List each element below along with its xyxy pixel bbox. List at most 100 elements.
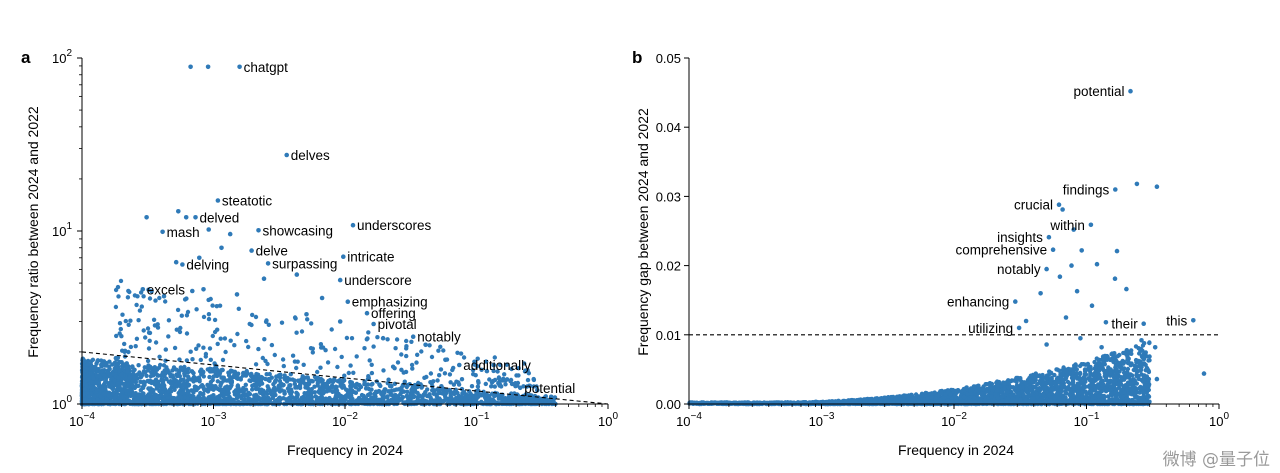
panel-a-cloud-point bbox=[269, 342, 275, 348]
panel-a-cloud-point bbox=[382, 387, 387, 392]
panel-a-point bbox=[227, 231, 233, 237]
panel-a-cloud-point bbox=[253, 362, 259, 367]
panel-a-cloud-point bbox=[329, 385, 334, 390]
panel-a-cloud-point bbox=[143, 370, 148, 375]
panel-a-cloud-point bbox=[288, 383, 293, 388]
panel-b-cloud-point bbox=[1085, 361, 1091, 367]
panel-a-cloud-point bbox=[102, 373, 107, 378]
panel-a-cloud-point bbox=[206, 316, 212, 322]
panel-a-cloud-point bbox=[347, 401, 352, 406]
panel-b-cloud-point bbox=[983, 382, 988, 387]
panel-a-word-label: intricate bbox=[347, 250, 394, 265]
panel-a-y-tick-label: 101 bbox=[52, 221, 72, 239]
panel-a-cloud-point bbox=[146, 386, 151, 391]
panel-a-cloud-point bbox=[235, 331, 240, 337]
panel-a-cloud-point bbox=[348, 379, 353, 385]
panel-a-cloud-point bbox=[130, 383, 135, 388]
panel-a-cloud-point bbox=[152, 394, 157, 399]
panel-a-cloud-point bbox=[385, 337, 390, 342]
panel-a-cloud-point bbox=[116, 375, 121, 381]
panel-a-cloud-point bbox=[282, 377, 288, 382]
panel-a-cloud-point bbox=[110, 386, 115, 391]
panel-a-cloud-point bbox=[305, 317, 310, 322]
panel-a-cloud-point bbox=[139, 304, 144, 309]
panel-a-labeled-point bbox=[237, 64, 242, 70]
panel-a-cloud-point bbox=[401, 370, 406, 375]
panel-a-cloud-point bbox=[136, 363, 141, 368]
panel-a-cloud-point bbox=[158, 393, 163, 398]
panel-a-cloud-point bbox=[107, 359, 112, 364]
panel-a-cloud-point bbox=[247, 378, 252, 383]
panel-a-cloud-point bbox=[198, 357, 203, 363]
panel-a-x-tick-exponent: −4 bbox=[84, 411, 96, 422]
panel-a-cloud-point bbox=[147, 338, 152, 343]
panel-a-cloud-point bbox=[315, 369, 320, 375]
panel-a-cloud-point bbox=[437, 373, 442, 378]
panel-a-labeled-point bbox=[457, 362, 462, 368]
panel-a-cloud-point bbox=[222, 396, 228, 401]
panel-a-cloud-point bbox=[212, 317, 218, 323]
panel-a-cloud-point bbox=[328, 378, 333, 384]
panel-a-cloud-point bbox=[155, 325, 161, 330]
panel-a-cloud-point bbox=[199, 370, 204, 375]
panel-a-labeled-point bbox=[517, 385, 523, 391]
panel-a-cloud-point bbox=[228, 399, 233, 404]
panel-a-cloud-point bbox=[293, 316, 298, 321]
panel-a-point-cloud bbox=[79, 278, 558, 407]
panel-a-cloud-point bbox=[215, 379, 220, 384]
panel-a-cloud-point bbox=[394, 387, 399, 392]
panel-a-cloud-point bbox=[293, 384, 298, 389]
panel-a-cloud-point bbox=[394, 337, 400, 342]
panel-a-point bbox=[234, 292, 240, 297]
panel-a-cloud-point bbox=[369, 370, 375, 376]
panel-a-cloud-point bbox=[106, 364, 112, 369]
panel-a-cloud-point bbox=[181, 390, 186, 395]
panel-a-cloud-point bbox=[224, 384, 230, 389]
panel-a-cloud-point bbox=[208, 382, 213, 388]
panel-a-cloud-point bbox=[215, 341, 220, 347]
panel-a-x-tick-label: 10−3 bbox=[201, 411, 227, 429]
panel-a-cloud-point bbox=[301, 362, 306, 367]
panel-a-cloud-point bbox=[137, 370, 142, 375]
panel-a-word-label: potential bbox=[524, 381, 575, 396]
panel-a-cloud-point bbox=[260, 355, 265, 361]
panel-a-x-tick-label: 100 bbox=[598, 411, 618, 429]
panel-a-cloud-point bbox=[134, 302, 139, 308]
panel-a-cloud-point bbox=[132, 293, 138, 298]
panel-a-cloud-point bbox=[235, 373, 240, 378]
panel-a-cloud-point bbox=[353, 383, 358, 388]
panel-a-cloud-point bbox=[292, 359, 298, 364]
panel-a-cloud-point bbox=[215, 327, 220, 332]
panel-a-cloud-point bbox=[120, 312, 125, 317]
panel-a-cloud-point bbox=[201, 314, 207, 320]
panel-a-point bbox=[206, 227, 211, 232]
panel-a-cloud-point bbox=[194, 346, 199, 351]
panel-a-cloud-point bbox=[349, 336, 355, 341]
panel-a-cloud-point bbox=[450, 367, 455, 373]
panel-a-cloud-point bbox=[99, 369, 105, 374]
panel-a-labeled-point bbox=[337, 277, 343, 283]
panel-a-cloud-point bbox=[309, 321, 314, 326]
panel-a-cloud-point bbox=[452, 398, 457, 403]
panel-a-cloud-point bbox=[351, 370, 356, 375]
panel-a-cloud-point bbox=[282, 389, 287, 394]
panel-a-cloud-point bbox=[359, 392, 365, 398]
panel-a-cloud-point bbox=[218, 336, 223, 341]
panel-a-cloud-point bbox=[286, 398, 291, 404]
panel-a-cloud-point bbox=[459, 377, 465, 382]
panel-a-cloud-point bbox=[122, 341, 127, 347]
panel-a-cloud-point bbox=[146, 330, 152, 335]
panel-a-cloud-point bbox=[151, 317, 157, 322]
panel-a-x-tick-exponent: −1 bbox=[478, 411, 490, 422]
panel-a-word-label: notably bbox=[417, 330, 461, 345]
panel-a-cloud-point bbox=[264, 318, 269, 323]
panel-b-cloud-point bbox=[1093, 363, 1099, 369]
panel-a-cloud-point bbox=[228, 338, 233, 343]
panel-a-cloud-point bbox=[88, 384, 94, 390]
panel-a-cloud-point bbox=[332, 346, 338, 352]
panel-a-cloud-point bbox=[243, 382, 248, 387]
panel-a-cloud-point bbox=[282, 373, 287, 378]
panel-a-cloud-point bbox=[95, 380, 100, 385]
panel-a-labeled-point bbox=[410, 334, 416, 340]
